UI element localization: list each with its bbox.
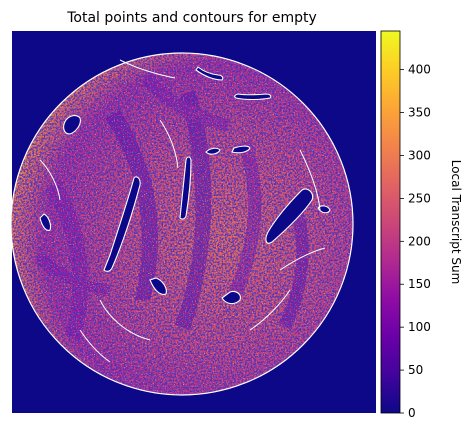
empty-region-long-vertical: [103, 176, 141, 272]
colorbar-tick-label: 50: [408, 363, 423, 377]
colorbar-gradient: [380, 30, 401, 414]
empty-region-top-left: [63, 115, 81, 135]
empty-region-center-small: [205, 147, 221, 155]
colorbar-tick-label: 150: [408, 277, 431, 291]
colorbar-label: Local Transcript Sum: [449, 160, 463, 285]
colorbar-tick-label: 0: [408, 406, 416, 420]
empty-region-right-mid: [231, 145, 251, 154]
colorbar-tick-label: 250: [408, 191, 431, 205]
colorbar-tick-label: 400: [408, 63, 431, 77]
empty-region-right-small: [317, 205, 331, 214]
tissue-bright-speckle: [11, 53, 353, 395]
colorbar-tick-label: 200: [408, 234, 431, 248]
empty-region-top-arc: [195, 66, 224, 81]
heatmap-image: [10, 31, 376, 413]
empty-region-lower-left: [149, 277, 167, 295]
empty-region-left-edge: [39, 213, 52, 231]
colorbar: 0 50 100 150 200 250 300 350 400 Local Transcrip…: [380, 30, 463, 420]
empty-region-top-right-streak: [234, 93, 272, 101]
chart-title: Total points and contours for empty: [66, 10, 317, 26]
empty-region-contours: [39, 66, 331, 305]
colorbar-ticks: 0 50 100 150 200 250 300 350 400: [400, 63, 431, 420]
colorbar-tick-label: 100: [408, 320, 431, 334]
colorbar-tick-label: 300: [408, 148, 431, 162]
empty-region-bottom-center: [221, 290, 241, 305]
empty-region-right-large: [265, 188, 314, 244]
empty-region-center-vertical: [179, 156, 192, 220]
tissue-sample: [11, 53, 353, 395]
colorbar-tick-label: 350: [408, 106, 431, 120]
outer-contour: [10, 52, 354, 396]
contour-fragments: [39, 59, 326, 363]
